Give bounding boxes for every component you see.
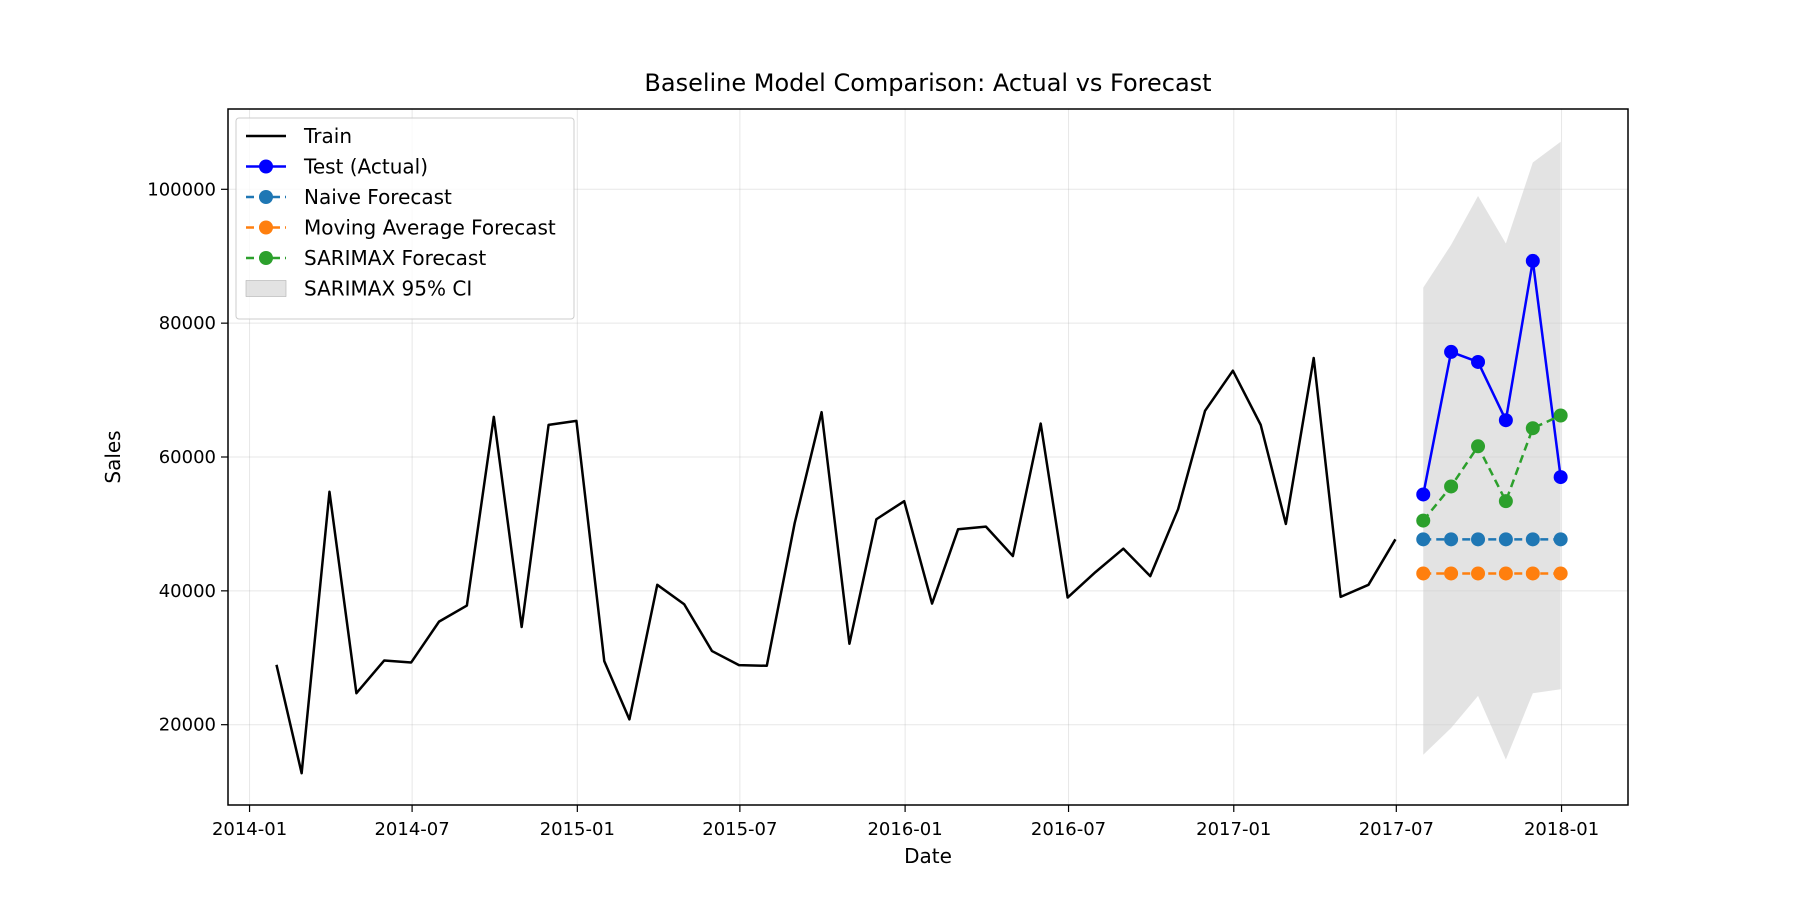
data-point <box>1525 253 1540 268</box>
series-sarimax-forecast <box>1416 408 1568 528</box>
series-test-actual <box>1416 253 1568 502</box>
y-tick-label: 60000 <box>159 447 216 468</box>
axis-ticks: 2014-01 2014-07 2015-01 2015-07 2016-01 2016-… <box>147 179 1599 840</box>
x-tick-label: 2017-01 <box>1196 819 1271 840</box>
y-axis-label: Sales <box>101 430 125 483</box>
data-point <box>1416 513 1431 528</box>
legend-label: SARIMAX 95% CI <box>304 277 472 301</box>
legend-item-sarimax-forecast: SARIMAX Forecast <box>246 246 486 270</box>
data-point <box>1525 566 1540 581</box>
data-point <box>1498 532 1513 547</box>
legend-item-train: Train <box>246 124 352 148</box>
data-point <box>1553 566 1568 581</box>
series-moving-average-forecast <box>1416 566 1568 581</box>
series-naive-forecast <box>1416 532 1568 547</box>
data-point <box>1525 421 1540 436</box>
y-tick-label: 80000 <box>159 313 216 334</box>
data-point <box>1444 479 1459 494</box>
data-point <box>1416 532 1431 547</box>
legend-label: Train <box>303 124 352 148</box>
legend-box <box>235 117 575 320</box>
data-point <box>1416 566 1431 581</box>
x-tick-label: 2014-07 <box>374 819 449 840</box>
data-point <box>1525 532 1540 547</box>
data-point <box>1444 344 1459 359</box>
data-point <box>1498 566 1513 581</box>
legend-item-moving-average-forecast: Moving Average Forecast <box>246 216 556 240</box>
data-point <box>1498 413 1513 428</box>
x-tick-label: 2018-01 <box>1524 819 1599 840</box>
legend-label: Naive Forecast <box>304 185 452 209</box>
legend: Train Test (Actual) Naive Forecast Moving A… <box>235 117 575 320</box>
series-line <box>275 356 1397 775</box>
x-axis-label: Date <box>904 844 952 868</box>
data-point <box>1553 532 1568 547</box>
chart-title: Baseline Model Comparison: Actual vs For… <box>644 69 1211 97</box>
data-point <box>1498 494 1513 509</box>
data-point <box>1444 566 1459 581</box>
x-tick-label: 2016-07 <box>1031 819 1106 840</box>
y-tick-label: 100000 <box>147 179 216 200</box>
data-point <box>1471 532 1486 547</box>
legend-marker <box>259 251 273 265</box>
x-tick-label: 2014-01 <box>212 819 287 840</box>
series-layer <box>275 253 1568 775</box>
legend-marker <box>259 159 273 174</box>
data-point <box>1471 439 1486 454</box>
x-tick-label: 2015-01 <box>540 819 615 840</box>
data-point <box>1444 532 1459 547</box>
legend-item-sarimax-ci: SARIMAX 95% CI <box>245 277 472 301</box>
legend-marker <box>259 220 273 235</box>
legend-item-test-actual: Test (Actual) <box>246 155 428 179</box>
legend-item-naive-forecast: Naive Forecast <box>246 185 452 209</box>
data-point <box>1416 487 1431 502</box>
x-tick-label: 2017-07 <box>1359 819 1434 840</box>
x-tick-label: 2016-01 <box>867 819 942 840</box>
legend-label: Moving Average Forecast <box>304 216 556 240</box>
data-point <box>1471 566 1486 581</box>
series-train <box>275 356 1397 775</box>
x-tick-label: 2015-07 <box>702 819 777 840</box>
legend-label: SARIMAX Forecast <box>304 246 486 270</box>
legend-marker <box>259 190 273 204</box>
y-tick-label: 40000 <box>159 581 216 602</box>
legend-label: Test (Actual) <box>303 155 428 179</box>
data-point <box>1553 408 1568 423</box>
series-line <box>1422 259 1562 495</box>
data-point <box>1471 354 1486 369</box>
legend-swatch <box>245 280 287 297</box>
data-point <box>1553 470 1568 485</box>
y-tick-label: 20000 <box>159 715 216 736</box>
